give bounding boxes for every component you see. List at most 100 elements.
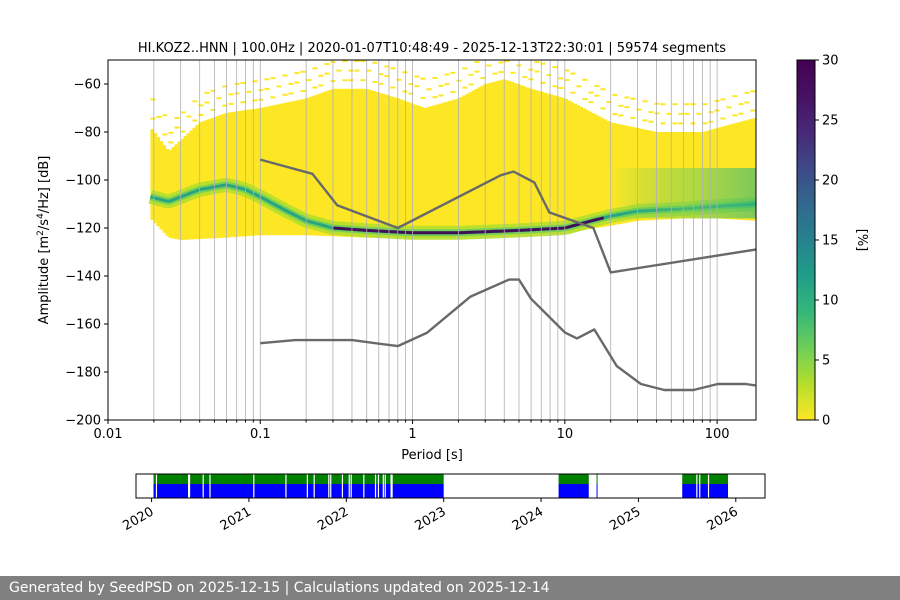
psd-heatmap-column	[204, 120, 209, 239]
psd-heatmap-column	[453, 99, 458, 238]
psd-heatmap-column	[312, 95, 317, 236]
psd-heatmap-column	[384, 94, 389, 238]
psd-heatmap-column	[393, 97, 398, 238]
y-label-part: /Hz] [dB]	[37, 156, 52, 214]
psd-heatmap-speckle	[510, 71, 516, 74]
psd-heatmap-column	[240, 110, 245, 237]
psd-heatmap-column	[372, 91, 377, 238]
psd-heatmap-speckle	[576, 85, 582, 88]
timeline-tick-label: 2024	[510, 504, 546, 534]
chart-title: HI.KOZ2..HNN | 100.0Hz | 2020-01-07T10:4…	[138, 41, 726, 56]
psd-heatmap-speckle	[420, 96, 426, 99]
psd-heatmap-speckle	[252, 99, 258, 102]
psd-heatmap-column	[159, 141, 164, 230]
psd-heatmap-speckle	[270, 96, 276, 99]
psd-heatmap-column	[390, 96, 395, 238]
psd-heatmap-speckle	[480, 76, 486, 79]
psd-heatmap-speckle	[264, 87, 270, 90]
psd-heatmap-column	[546, 93, 551, 234]
psd-heatmap-column	[222, 113, 227, 238]
psd-heatmap-speckle	[168, 141, 174, 144]
psd-heatmap-column	[573, 103, 578, 232]
psd-heatmap-column	[249, 109, 254, 236]
psd-heatmap-speckle	[312, 67, 318, 70]
psd-heatmap-speckle	[288, 92, 294, 95]
availability-segment	[596, 474, 598, 484]
y-tick-label: −100	[65, 174, 101, 189]
psd-heatmap-column	[603, 119, 608, 227]
y-tick-label: −200	[65, 414, 101, 429]
psd-heatmap-speckle	[660, 103, 666, 106]
psd-heatmap-column	[534, 90, 539, 235]
psd-heatmap-speckle	[618, 114, 624, 117]
psd-heatmap-column	[555, 96, 560, 234]
psd-heatmap-speckle	[534, 60, 540, 63]
psd-heatmap-speckle	[192, 119, 198, 122]
psd-heatmap-speckle	[570, 91, 576, 94]
psd-heatmap-speckle	[582, 78, 588, 81]
psd-heatmap-speckle	[618, 104, 624, 107]
psd-heatmap-column	[432, 105, 437, 238]
psd-heatmap-column	[354, 88, 359, 238]
psd-heatmap-speckle	[612, 93, 618, 96]
y-tick-label: −120	[65, 222, 101, 237]
colorbar-tick-label: 20	[822, 174, 839, 189]
psd-heatmap-speckle	[750, 109, 756, 112]
psd-heatmap-speckle	[648, 120, 654, 123]
y-tick-label: −80	[74, 126, 101, 141]
psd-heatmap-speckle	[600, 107, 606, 110]
psd-heatmap-speckle	[678, 122, 684, 125]
psd-heatmap-speckle	[174, 116, 180, 119]
psd-heatmap-speckle	[264, 78, 270, 81]
psd-heatmap-column	[216, 115, 221, 239]
psd-heatmap-speckle	[684, 103, 690, 106]
new-low-noise-model-line	[260, 278, 756, 392]
psd-heatmap-speckle	[492, 72, 498, 75]
psd-heatmap-column	[495, 81, 500, 237]
psd-heatmap-column	[444, 101, 449, 238]
psd-heatmap-speckle	[252, 80, 258, 83]
psd-heatmap-speckle	[732, 114, 738, 117]
psd-heatmap-column	[246, 109, 251, 237]
psd-heatmap-speckle	[726, 106, 732, 109]
psd-heatmap-speckle	[720, 98, 726, 101]
psd-heatmap-speckle	[408, 92, 414, 95]
availability-segment	[558, 474, 589, 484]
psd-heatmap-column	[414, 104, 419, 238]
psd-heatmap-speckle	[390, 86, 396, 89]
psd-heatmap-column	[474, 88, 479, 237]
psd-heatmap-column	[426, 107, 431, 238]
psd-heatmap-column	[210, 118, 215, 239]
footer-text: Generated by SeedPSD on 2025-12-15 | Cal…	[9, 580, 550, 596]
y-tick-label: −60	[74, 78, 101, 93]
psd-heatmap-column	[348, 88, 353, 237]
psd-heatmap-speckle	[558, 86, 564, 89]
x-tick-label: 0.01	[94, 427, 123, 442]
psd-heatmap-column	[306, 97, 311, 236]
psd-heatmap-column	[462, 95, 467, 238]
psd-heatmap-speckle	[222, 85, 228, 88]
psd-heatmap-column	[327, 90, 332, 237]
psd-heatmap-column	[195, 124, 200, 240]
psd-heatmap-speckle	[540, 81, 546, 84]
psd-heatmap-column	[357, 88, 362, 238]
psd-heatmap-speckle	[180, 111, 186, 114]
new-high-noise-model-line	[259, 158, 756, 274]
x-axis-label: Period [s]	[401, 448, 463, 463]
psd-heatmap-speckle	[222, 104, 228, 107]
psd-heatmap-speckle	[738, 112, 744, 115]
psd-heatmap-speckle	[468, 73, 474, 76]
psd-heatmap-column	[360, 88, 365, 238]
psd-heatmap-speckle	[306, 79, 312, 82]
x-tick-label: 1	[408, 427, 416, 442]
psd-heatmap-speckle	[594, 94, 600, 97]
psd-heatmap-speckle	[240, 101, 246, 104]
psd-heatmap-column	[255, 108, 260, 236]
psd-heatmap-column	[363, 88, 368, 238]
psd-heatmap-speckle	[564, 79, 570, 82]
psd-heatmap-column	[405, 101, 410, 238]
psd-heatmap-column	[225, 112, 230, 238]
timeline-tick-label: 2026	[705, 504, 741, 534]
timeline-tick-label: 2023	[413, 504, 449, 534]
psd-heatmap-column	[156, 137, 161, 227]
